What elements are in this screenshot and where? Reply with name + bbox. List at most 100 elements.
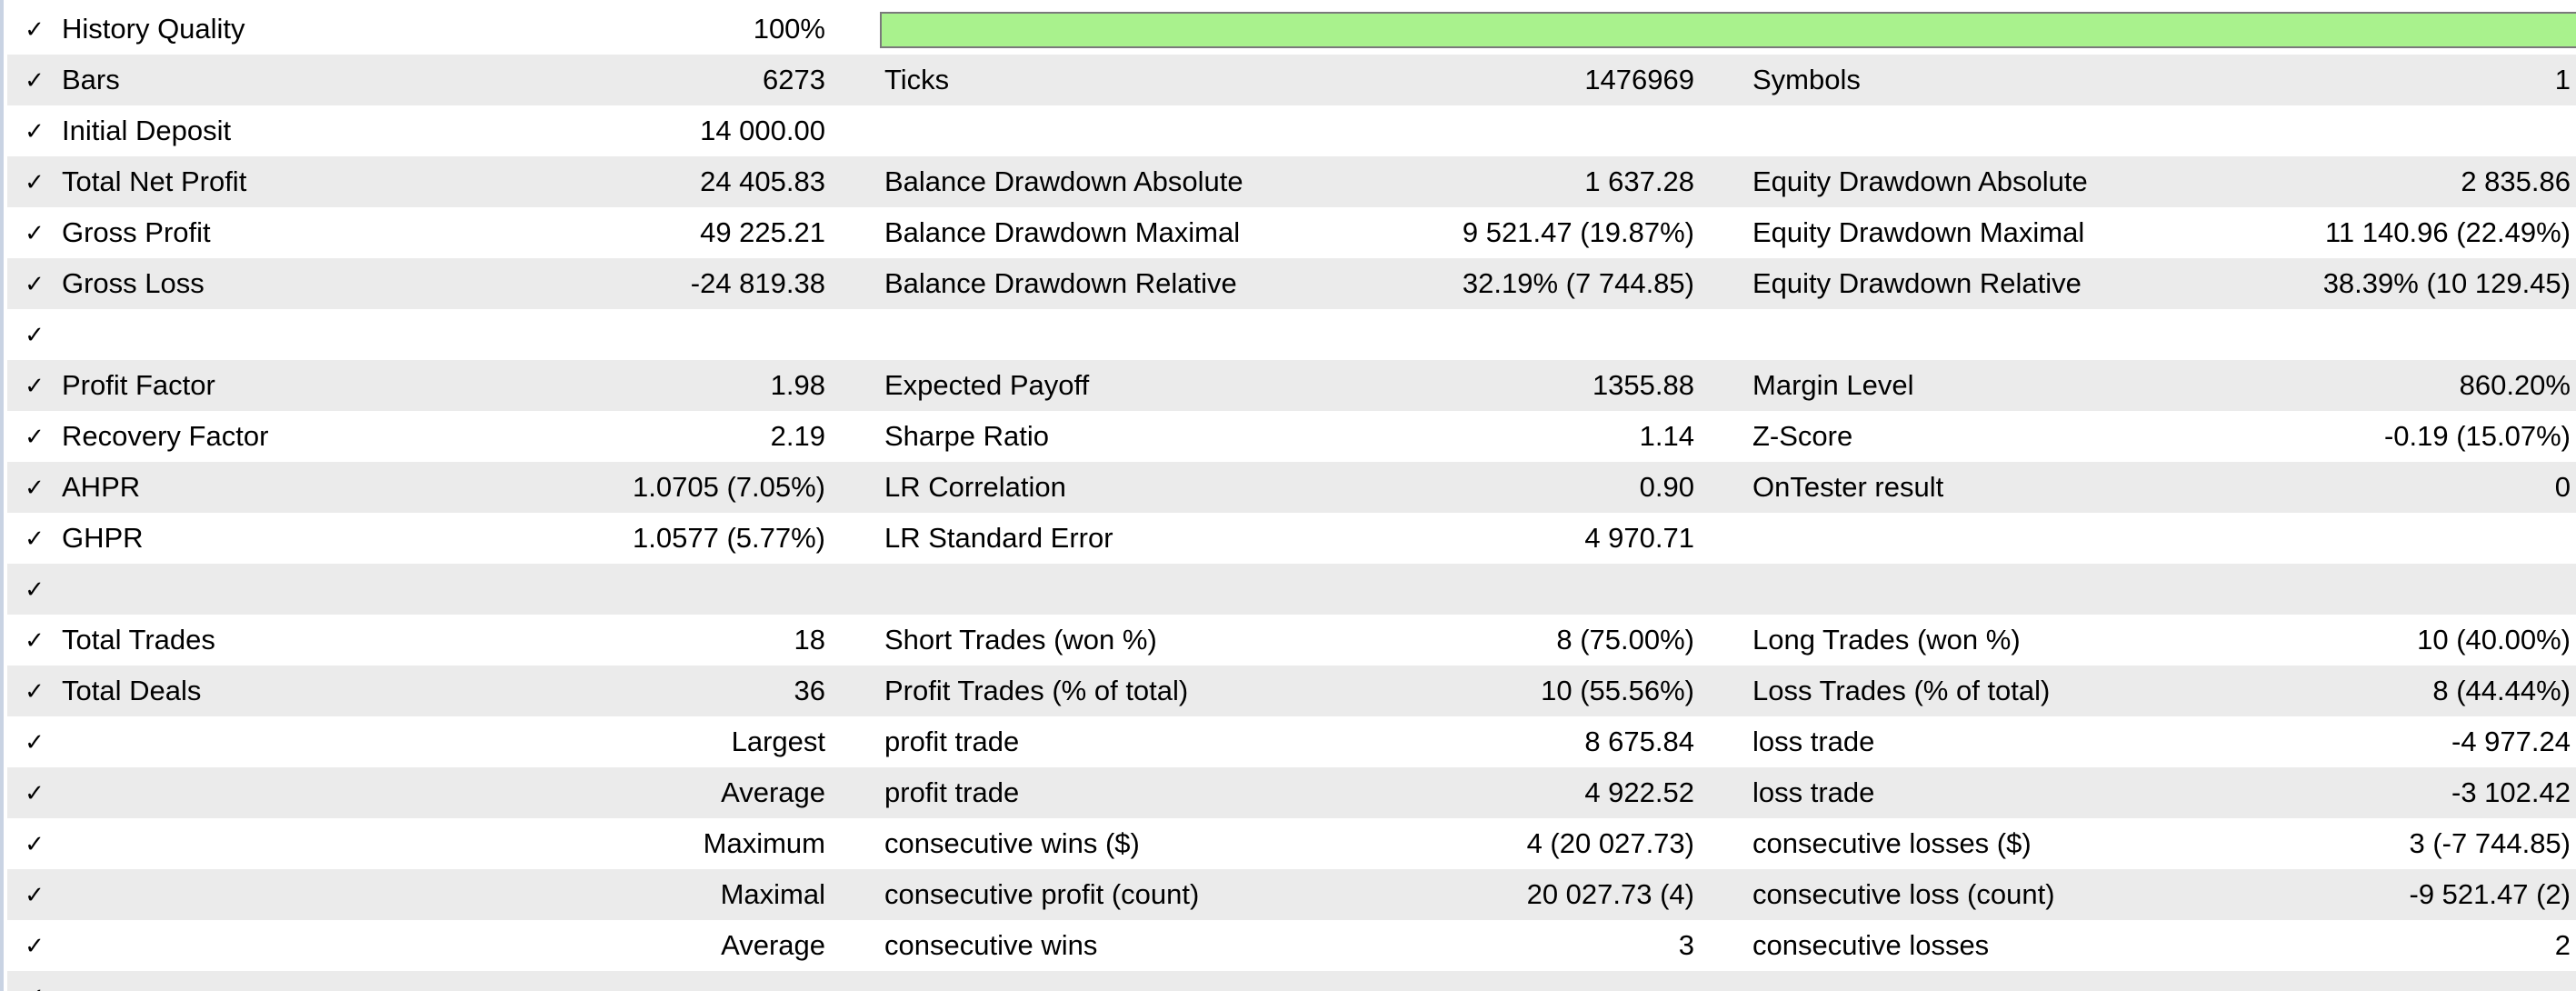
metric-label: loss trade <box>1752 726 1875 757</box>
metric-label: Expected Payoff <box>884 369 1090 401</box>
metric-value <box>2098 105 2571 156</box>
metric-value <box>444 309 825 360</box>
table-row: ✓ GHPR 1.0577 (5.77%) LR Standard Error 4 97… <box>7 513 2576 564</box>
metric-label: Profit Trades (% of total) <box>884 675 1189 706</box>
metric-label: Balance Drawdown Maximal <box>884 216 1241 248</box>
row-check-icon[interactable]: ✓ <box>25 728 45 756</box>
row-check-icon[interactable]: ✓ <box>25 677 45 705</box>
row-check-icon[interactable]: ✓ <box>25 270 45 297</box>
metric-value: 0.90 <box>1639 471 1694 503</box>
metric-value: 4 970.71 <box>1584 522 1694 554</box>
metric-label: consecutive losses ($) <box>1752 827 2032 859</box>
table-row: ✓ <box>7 309 2576 360</box>
row-check-icon[interactable]: ✓ <box>25 372 45 399</box>
row-check-icon[interactable]: ✓ <box>25 423 45 450</box>
history-quality-value: 100% <box>753 13 825 45</box>
metric-label: profit trade <box>884 726 1020 757</box>
metric-value: 2.19 <box>770 420 825 452</box>
metric-value: 1.0577 (5.77%) <box>633 522 825 554</box>
history-quality-bar <box>880 12 2576 48</box>
metric-value: 24 405.83 <box>700 165 825 197</box>
table-row: ✓ Average profit trade 4 922.52 loss trade -3… <box>7 767 2576 818</box>
metric-value: 1 <box>2554 64 2571 95</box>
metric-value <box>444 564 825 615</box>
metric-label: loss trade <box>1752 776 1875 808</box>
row-check-icon[interactable]: ✓ <box>25 321 45 348</box>
table-row: ✓ Gross Profit 49 225.21 Balance Drawdown M… <box>7 207 2576 258</box>
metric-label: Initial Deposit <box>62 115 232 146</box>
metric-value <box>2098 513 2571 564</box>
table-row: ✓ Gross Loss -24 819.38 Balance Drawdown Re… <box>7 258 2576 309</box>
metric-value: -9 521.47 (2) <box>2409 878 2571 910</box>
metric-value: 8 (44.44%) <box>2432 675 2571 706</box>
metric-value <box>1280 564 1694 615</box>
metric-value: 1355.88 <box>1592 369 1694 401</box>
metric-label: OnTester result <box>1752 471 1944 503</box>
row-check-icon[interactable]: ✓ <box>25 525 45 552</box>
table-row: ✓ Average consecutive wins 3 consecutive los… <box>7 920 2576 971</box>
row-check-icon[interactable]: ✓ <box>25 779 45 806</box>
table-row: ✓ <box>7 564 2576 615</box>
metric-label: Bars <box>62 64 120 95</box>
metric-value: 32.19% (7 744.85) <box>1462 267 1694 299</box>
metric-value: -24 819.38 <box>690 267 825 299</box>
metric-value: -0.19 (15.07%) <box>2383 420 2571 452</box>
metric-label: Margin Level <box>1752 369 1914 401</box>
table-row: ✓ Bars 6273 Ticks 1476969 Symbols 1 <box>7 55 2576 105</box>
metric-label: Recovery Factor <box>62 420 269 452</box>
history-quality-bar-fill <box>882 14 2576 46</box>
metric-value: 860.20% <box>2459 369 2571 401</box>
table-row: ✓ Total Net Profit 24 405.83 Balance Drawdo… <box>7 156 2576 207</box>
metric-value <box>2098 564 2571 615</box>
metric-value: 20 027.73 (4) <box>1526 878 1694 910</box>
metric-label: consecutive profit (count) <box>884 878 1200 910</box>
row-check-icon[interactable]: ✓ <box>25 881 45 908</box>
row-check-icon[interactable]: ✓ <box>25 15 45 43</box>
metric-label: Average <box>721 776 825 808</box>
metric-value: 6273 <box>763 64 825 95</box>
metric-label: Equity Drawdown Absolute <box>1752 165 2088 197</box>
metric-label: Loss Trades (% of total) <box>1752 675 2051 706</box>
row-check-icon[interactable]: ✓ <box>25 66 45 94</box>
metric-label: Total Deals <box>62 675 202 706</box>
metric-label: consecutive wins ($) <box>884 827 1140 859</box>
metric-value: 8 675.84 <box>1584 726 1694 757</box>
metric-label: LR Correlation <box>884 471 1066 503</box>
row-check-icon[interactable]: ✓ <box>25 219 45 246</box>
row-check-icon[interactable]: ✓ <box>25 932 45 959</box>
metric-value: 18 <box>794 624 825 656</box>
metric-label <box>62 309 444 360</box>
table-row: ✓ AHPR 1.0705 (7.05%) LR Correlation 0.90 OnT… <box>7 462 2576 513</box>
metric-value: 2 835.86 <box>2461 165 2571 197</box>
metric-label: AHPR <box>62 471 141 503</box>
history-quality-label: History Quality <box>62 13 245 45</box>
table-row: ✓ Profit Factor 1.98 Expected Payoff 1355.88… <box>7 360 2576 411</box>
metric-value: 1.14 <box>1639 420 1694 452</box>
row-check-icon[interactable]: ✓ <box>25 626 45 654</box>
metric-value: 0 <box>2554 471 2571 503</box>
table-row: ✓ <box>7 971 2576 991</box>
metric-label: consecutive losses <box>1752 929 1990 961</box>
metric-label: Largest <box>731 726 825 757</box>
metric-value: 10 (55.56%) <box>1541 675 1694 706</box>
row-check-icon[interactable]: ✓ <box>25 830 45 857</box>
metric-value: 14 000.00 <box>700 115 825 146</box>
metric-label: Short Trades (won %) <box>884 624 1157 656</box>
row-check-icon[interactable]: ✓ <box>25 168 45 195</box>
metric-label: Profit Factor <box>62 369 215 401</box>
table-row: ✓ Initial Deposit 14 000.00 <box>7 105 2576 156</box>
metric-label: Equity Drawdown Relative <box>1752 267 2082 299</box>
row-check-icon[interactable]: ✓ <box>22 971 47 991</box>
metric-label: Maximum <box>703 827 825 859</box>
metric-label: Gross Loss <box>62 267 205 299</box>
table-row: ✓ Total Deals 36 Profit Trades (% of total)… <box>7 666 2576 716</box>
row-check-icon[interactable]: ✓ <box>25 576 45 603</box>
table-row: ✓ Total Trades 18 Short Trades (won %) 8 (75… <box>7 615 2576 666</box>
metric-value: 2 <box>2554 929 2571 961</box>
metric-value: 11 140.96 (22.49%) <box>2324 216 2571 248</box>
row-check-icon[interactable]: ✓ <box>25 474 45 501</box>
metric-value: 3 (-7 744.85) <box>2409 827 2571 859</box>
row-check-icon[interactable]: ✓ <box>25 117 45 145</box>
metric-label: Long Trades (won %) <box>1752 624 2021 656</box>
